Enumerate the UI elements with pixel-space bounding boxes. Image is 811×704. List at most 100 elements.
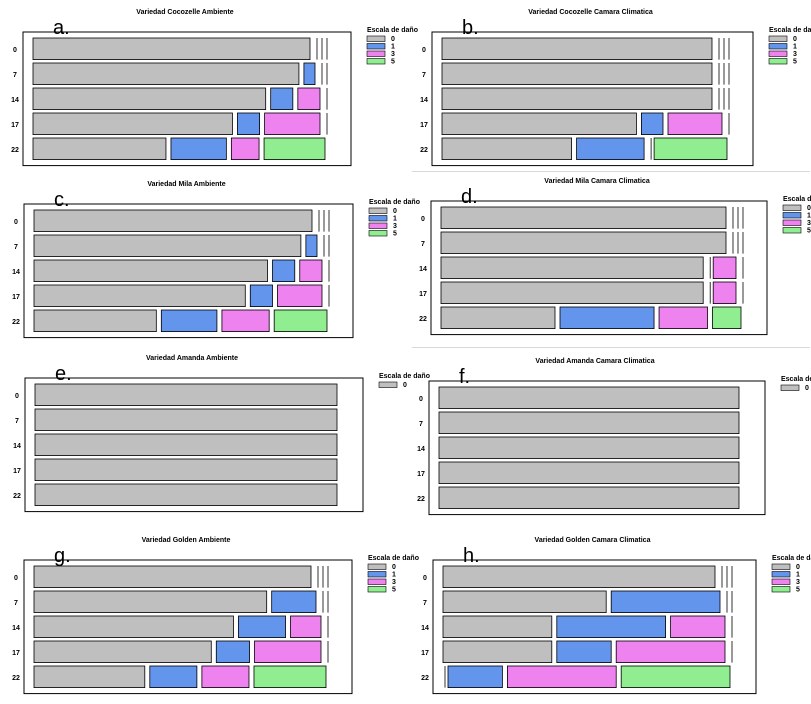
legend-label: 0 bbox=[392, 564, 396, 571]
legend-label: 5 bbox=[392, 587, 396, 594]
legend-label: 5 bbox=[796, 587, 800, 594]
tile-score-0 bbox=[34, 483, 338, 507]
panel-letter: g. bbox=[54, 545, 71, 567]
legend-swatch-5 bbox=[366, 58, 386, 65]
row-label: 14 bbox=[12, 625, 20, 632]
row-label: 7 bbox=[422, 72, 426, 79]
row-label: 7 bbox=[14, 244, 18, 251]
row-label: 17 bbox=[420, 122, 428, 129]
tile-score-0 bbox=[440, 281, 704, 305]
row-label: 14 bbox=[417, 446, 425, 453]
legend-swatch-0 bbox=[366, 35, 386, 42]
legend-label: 1 bbox=[391, 44, 395, 51]
legend-swatch-0 bbox=[378, 381, 398, 388]
tile-score-0 bbox=[32, 37, 311, 61]
tile-score-5 bbox=[253, 665, 327, 689]
legend-swatch-1 bbox=[366, 43, 386, 50]
tile-score-0 bbox=[441, 87, 713, 111]
tile-score-0 bbox=[438, 436, 740, 460]
tile-score-3 bbox=[264, 112, 321, 136]
legend-swatch-1 bbox=[368, 215, 388, 222]
chart-title: Variedad Amanda Camara Climatica bbox=[535, 358, 654, 365]
panel-f: f. Variedad Amanda Camara Climatica 0 7 14 17… bbox=[410, 348, 811, 520]
row-label: 0 bbox=[15, 393, 19, 400]
tile-score-1 bbox=[576, 137, 645, 161]
panel-letter: e. bbox=[55, 363, 72, 385]
panel-c: c. Variedad Mila Ambiente 0 7 14 17 22 Escala d… bbox=[0, 172, 420, 344]
row-label: 0 bbox=[14, 575, 18, 582]
row-label: 17 bbox=[12, 294, 20, 301]
tile-score-3 bbox=[712, 256, 737, 280]
legend-swatch-5 bbox=[367, 586, 387, 593]
row-label: 22 bbox=[420, 147, 428, 154]
row-label: 17 bbox=[417, 471, 425, 478]
panel-letter: b. bbox=[462, 17, 479, 39]
tile-score-0 bbox=[34, 408, 338, 432]
tile-score-1 bbox=[170, 137, 227, 161]
tile-score-0 bbox=[440, 256, 704, 280]
tile-score-0 bbox=[438, 386, 740, 410]
legend-label: 1 bbox=[393, 216, 397, 223]
legend-swatch-0 bbox=[771, 563, 791, 570]
tile-score-0 bbox=[33, 565, 312, 589]
legend-label: 3 bbox=[793, 51, 797, 58]
legend-label: 0 bbox=[403, 382, 407, 389]
row-label: 17 bbox=[419, 291, 427, 298]
tile-score-0 bbox=[33, 309, 157, 333]
plot-frame bbox=[24, 377, 364, 513]
row-label: 0 bbox=[14, 219, 18, 226]
tile-score-3 bbox=[667, 112, 723, 136]
tile-score-1 bbox=[238, 615, 286, 639]
legend-label: 0 bbox=[793, 36, 797, 43]
row-label: 7 bbox=[419, 421, 423, 428]
row-label: 0 bbox=[13, 47, 17, 54]
tile-score-3 bbox=[221, 309, 270, 333]
mosaic-plot: e. Variedad Amanda Ambiente 0 7 14 17 22 Escala… bbox=[13, 355, 430, 513]
chart-title: Variedad Cocozelle Ambiente bbox=[136, 9, 233, 16]
tile-score-0 bbox=[442, 590, 607, 614]
tile-score-1 bbox=[149, 665, 198, 689]
panel-separator bbox=[412, 171, 810, 172]
plot-frame bbox=[22, 31, 352, 167]
plot-frame bbox=[431, 31, 754, 167]
tile-score-0 bbox=[438, 486, 740, 510]
chart-title: Variedad Mila Camara Climatica bbox=[544, 178, 650, 185]
tile-score-5 bbox=[263, 137, 326, 161]
row-label: 14 bbox=[421, 625, 429, 632]
legend-swatch-5 bbox=[768, 58, 788, 65]
tile-score-0 bbox=[33, 259, 268, 283]
tile-score-3 bbox=[201, 665, 250, 689]
row-label: 0 bbox=[423, 575, 427, 582]
panel-letter: h. bbox=[463, 545, 480, 567]
legend-swatch-0 bbox=[782, 204, 802, 211]
tile-score-0 bbox=[33, 665, 146, 689]
panel-d: d. Variedad Mila Camara Climatica 0 7 14 17 22… bbox=[410, 172, 811, 344]
panel-h: h. Variedad Golden Camara Climatica 0 7 14 17… bbox=[410, 528, 811, 704]
mosaic-plot: a. Variedad Cocozelle Ambiente 0 7 14 17 22 Esc… bbox=[11, 9, 418, 167]
row-label: 0 bbox=[419, 396, 423, 403]
row-label: 17 bbox=[421, 650, 429, 657]
row-label: 14 bbox=[420, 97, 428, 104]
row-label: 17 bbox=[13, 468, 21, 475]
tile-score-1 bbox=[556, 615, 667, 639]
row-label: 22 bbox=[421, 675, 429, 682]
tile-score-5 bbox=[273, 309, 328, 333]
tile-score-3 bbox=[277, 284, 323, 308]
chart-title: Variedad Golden Camara Climatica bbox=[535, 537, 651, 544]
tile-score-0 bbox=[34, 433, 338, 457]
tile-score-0 bbox=[440, 206, 727, 230]
tile-score-1 bbox=[610, 590, 721, 614]
legend-label: 3 bbox=[392, 579, 396, 586]
tile-score-0 bbox=[33, 640, 212, 664]
legend-label: 0 bbox=[807, 205, 811, 212]
legend-title: Escala de daño bbox=[369, 199, 420, 206]
legend-title: Escala de daño bbox=[367, 27, 418, 34]
chart-title: Variedad Golden Ambiente bbox=[142, 537, 231, 544]
tile-score-3 bbox=[297, 87, 321, 111]
legend-label: 0 bbox=[805, 385, 809, 392]
tile-score-0 bbox=[438, 411, 740, 435]
legend-swatch-1 bbox=[367, 571, 387, 578]
mosaic-plot: c. Variedad Mila Ambiente 0 7 14 17 22 Escala d… bbox=[12, 181, 420, 339]
panel-e: e. Variedad Amanda Ambiente 0 7 14 17 22 Escala… bbox=[0, 348, 430, 520]
tile-score-5 bbox=[653, 137, 728, 161]
